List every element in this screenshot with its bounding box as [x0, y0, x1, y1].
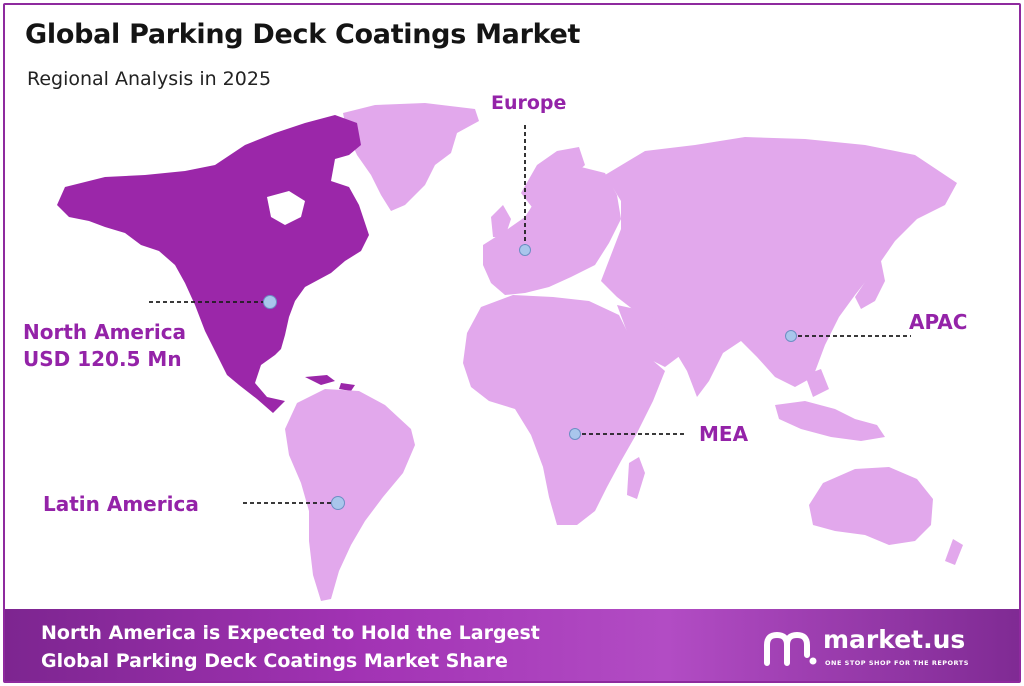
japan-landmass [855, 251, 885, 309]
scandinavia-landmass [521, 147, 585, 211]
apac-label: APAC [909, 310, 968, 334]
page-title: Global Parking Deck Coatings Market [25, 19, 581, 50]
se-asia-islands [775, 369, 885, 441]
caribbean-islands [305, 375, 355, 391]
mea-marker [569, 428, 581, 440]
page-subtitle: Regional Analysis in 2025 [27, 68, 272, 90]
arabia-landmass [617, 305, 681, 367]
latin-america-label: Latin America [43, 492, 199, 516]
south-america-landmass [285, 389, 415, 601]
north-america-marker [263, 295, 277, 309]
brand-name: market.us [823, 625, 966, 654]
north-america-label: North America USD 120.5 Mn [23, 319, 186, 373]
north-america-value: USD 120.5 Mn [23, 347, 182, 371]
latin-america-marker [331, 496, 345, 510]
footer-banner: North America is Expected to Hold the La… [5, 609, 1019, 681]
north-america-landmass [57, 115, 369, 413]
mea-label: MEA [699, 422, 749, 446]
madagascar-landmass [627, 457, 645, 499]
infographic-frame: Global Parking Deck Coatings Market Regi… [3, 3, 1021, 683]
asia-landmass [601, 137, 957, 397]
africa-landmass [463, 295, 665, 525]
europe-marker [519, 244, 531, 256]
apac-marker [785, 330, 797, 342]
north-america-name: North America [23, 320, 187, 344]
footer-line-1: North America is Expected to Hold the La… [41, 622, 540, 644]
brand-logo: market.us ONE STOP SHOP FOR THE REPORTS [757, 623, 997, 673]
world-map [57, 103, 963, 601]
new-zealand-landmass [945, 539, 963, 565]
europe-landmass [483, 167, 621, 295]
hudson-bay [267, 191, 305, 225]
australia-landmass [809, 467, 933, 545]
brand-tagline: ONE STOP SHOP FOR THE REPORTS [825, 659, 969, 667]
europe-label: Europe [491, 92, 567, 114]
footer-text: North America is Expected to Hold the La… [41, 619, 540, 675]
greenland-landmass [343, 103, 479, 211]
market-us-logo-icon [764, 631, 817, 666]
footer-line-2: Global Parking Deck Coatings Market Shar… [41, 650, 508, 672]
uk-landmass [491, 205, 511, 237]
